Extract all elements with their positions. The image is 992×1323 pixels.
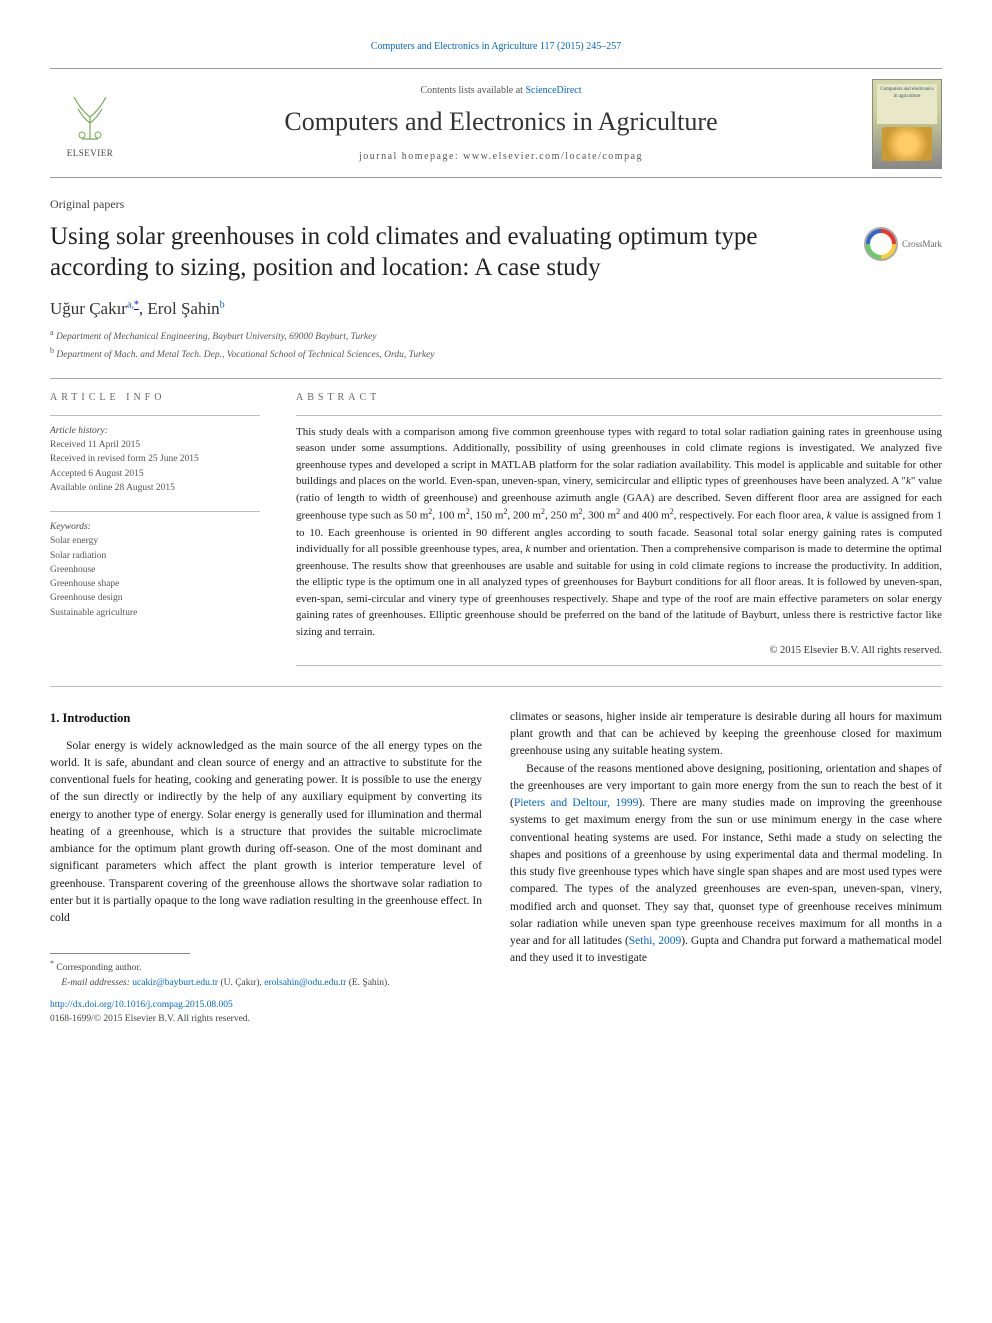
email-who-2: (E. Şahin). <box>346 978 389 988</box>
publisher-logo: ELSEVIER <box>50 89 130 160</box>
author-1-affil-sup: a, <box>127 300 134 311</box>
keyword: Greenhouse <box>50 563 260 577</box>
body-paragraph: climates or seasons, higher inside air t… <box>510 709 942 761</box>
journal-cover-thumbnail: Computers and electronics in agriculture <box>872 79 942 169</box>
publisher-name: ELSEVIER <box>67 147 114 160</box>
authors-line: Uğur Çakıra,*, Erol Şahinb <box>50 297 942 321</box>
abs-span: , 200 m <box>507 510 541 522</box>
keyword: Solar radiation <box>50 549 260 563</box>
keywords-label: Keywords: <box>50 520 260 534</box>
crossmark-label: CrossMark <box>902 238 942 251</box>
affiliation-a: a Department of Mechanical Engineering, … <box>50 327 942 344</box>
journal-homepage: journal homepage: www.elsevier.com/locat… <box>130 150 872 164</box>
journal-cover-title: Computers and electronics in agriculture <box>877 84 937 124</box>
abstract-copyright: © 2015 Elsevier B.V. All rights reserved… <box>296 644 942 659</box>
divider <box>50 511 260 512</box>
history-revised: Received in revised form 25 June 2015 <box>50 452 260 466</box>
article-history-label: Article history: <box>50 424 260 438</box>
keywords-block: Keywords: Solar energy Solar radiation G… <box>50 520 260 620</box>
email-label: E-mail addresses: <box>61 978 130 988</box>
email-link-2[interactable]: erolsahin@odu.edu.tr <box>264 978 346 988</box>
abs-span: , 150 m <box>470 510 504 522</box>
divider <box>50 686 942 687</box>
section-heading-intro: 1. Introduction <box>50 709 482 728</box>
email-who-1: (U. Çakır), <box>218 978 264 988</box>
abstract-text: This study deals with a comparison among… <box>296 424 942 640</box>
crossmark-badge[interactable]: CrossMark <box>864 227 942 261</box>
email-link-1[interactable]: ucakir@bayburt.edu.tr <box>132 978 218 988</box>
doi-line: http://dx.doi.org/10.1016/j.compag.2015.… <box>50 998 482 1012</box>
corresponding-author-note: * Corresponding author. <box>50 958 482 975</box>
affil-b-sup: b <box>50 346 54 355</box>
abstract-heading: abstract <box>296 391 942 405</box>
corr-label: Corresponding author. <box>56 963 141 973</box>
doi-link[interactable]: http://dx.doi.org/10.1016/j.compag.2015.… <box>50 1000 233 1010</box>
journal-name: Computers and Electronics in Agriculture <box>130 104 872 140</box>
abs-span: and 400 m <box>620 510 670 522</box>
keyword: Greenhouse shape <box>50 577 260 591</box>
history-received: Received 11 April 2015 <box>50 438 260 452</box>
contents-lists-text: Contents lists available at <box>420 85 525 96</box>
affil-a-sup: a <box>50 328 54 337</box>
crossmark-icon <box>864 227 898 261</box>
article-title: Using solar greenhouses in cold climates… <box>50 221 840 284</box>
abs-span: , 300 m <box>583 510 617 522</box>
journal-cover-image <box>882 127 932 161</box>
article-info-heading: article info <box>50 391 260 405</box>
footnote-rule <box>50 953 190 954</box>
history-accepted: Accepted 6 August 2015 <box>50 467 260 481</box>
divider <box>50 415 260 416</box>
body-span: ). There are many studies made on improv… <box>510 797 942 947</box>
footnote-block: * Corresponding author. E-mail addresses… <box>50 953 482 1026</box>
citation-link[interactable]: Pieters and Deltour, 1999 <box>514 797 638 809</box>
body-paragraph: Because of the reasons mentioned above d… <box>510 761 942 968</box>
divider <box>296 665 942 666</box>
abs-span: number and orientation. Then a comprehen… <box>296 543 942 638</box>
author-1-name: Uğur Çakır <box>50 299 127 318</box>
body-paragraph: Solar energy is widely acknowledged as t… <box>50 738 482 928</box>
elsevier-tree-icon <box>62 89 118 145</box>
divider <box>296 415 942 416</box>
citation-link[interactable]: Sethi, 2009 <box>629 935 681 947</box>
header-citation: Computers and Electronics in Agriculture… <box>50 40 942 54</box>
history-online: Available online 28 August 2015 <box>50 481 260 495</box>
keyword: Sustainable agriculture <box>50 606 260 620</box>
abs-span: , 100 m <box>432 510 466 522</box>
affil-b-text: Department of Mach. and Metal Tech. Dep.… <box>56 350 434 360</box>
email-line: E-mail addresses: ucakir@bayburt.edu.tr … <box>50 976 482 990</box>
affiliation-b: b Department of Mach. and Metal Tech. De… <box>50 345 942 362</box>
author-2-name: Erol Şahin <box>147 299 219 318</box>
masthead: ELSEVIER Contents lists available at Sci… <box>50 68 942 178</box>
keyword: Greenhouse design <box>50 591 260 605</box>
body-columns: 1. Introduction Solar energy is widely a… <box>50 709 942 1027</box>
abs-span: , 250 m <box>545 510 579 522</box>
author-2-affil-sup: b <box>220 300 225 311</box>
header-citation-link[interactable]: Computers and Electronics in Agriculture… <box>371 41 621 52</box>
issn-copyright-line: 0168-1699/© 2015 Elsevier B.V. All right… <box>50 1012 482 1026</box>
abs-span: This study deals with a comparison among… <box>296 426 942 488</box>
contents-lists-line: Contents lists available at ScienceDirec… <box>130 84 872 98</box>
keyword: Solar energy <box>50 534 260 548</box>
divider <box>50 378 942 379</box>
abs-span: , respectively. For each floor area, <box>674 510 827 522</box>
article-history: Article history: Received 11 April 2015 … <box>50 424 260 495</box>
sciencedirect-link[interactable]: ScienceDirect <box>525 85 581 96</box>
affil-a-text: Department of Mechanical Engineering, Ba… <box>56 332 377 342</box>
article-type: Original papers <box>50 196 942 213</box>
